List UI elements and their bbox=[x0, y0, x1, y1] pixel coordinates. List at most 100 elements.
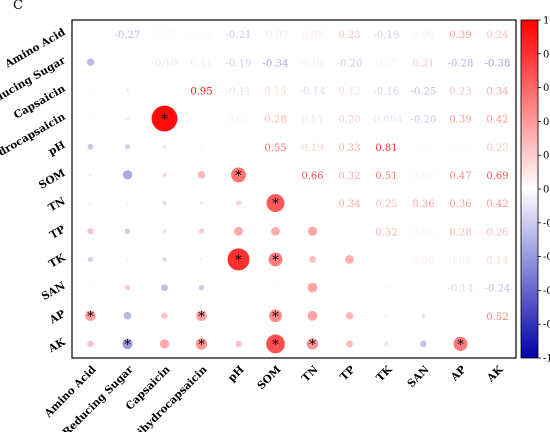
corr-circle bbox=[89, 117, 92, 120]
corr-circle bbox=[89, 286, 92, 289]
corr-value-label: 0.39 bbox=[449, 30, 471, 41]
x-axis-label: TN bbox=[300, 363, 321, 384]
corr-value-label: 0.14 bbox=[486, 255, 508, 266]
corr-value-label: -0.19 bbox=[374, 30, 400, 41]
corr-circle bbox=[237, 286, 240, 289]
x-axis-label: AK bbox=[484, 363, 506, 385]
corr-value-label: 0.24 bbox=[486, 30, 508, 41]
corr-value-label: 0.28 bbox=[449, 227, 471, 238]
corr-circle bbox=[87, 228, 94, 235]
significance-star: * bbox=[272, 338, 279, 353]
corr-value-label: 0.12 bbox=[338, 86, 360, 97]
corr-value-label: 0.06 bbox=[227, 115, 249, 126]
corr-value-label: 0.25 bbox=[375, 199, 397, 210]
corr-value-label: 0.36 bbox=[449, 199, 471, 210]
y-axis-label: AP bbox=[47, 308, 68, 327]
corr-circle bbox=[453, 336, 468, 351]
x-axis-label: TP bbox=[338, 364, 358, 384]
corr-circle bbox=[162, 201, 167, 205]
corr-value-label: -0.28 bbox=[448, 58, 474, 69]
corr-value-label: -0.34 bbox=[263, 58, 289, 69]
corr-value-label: -0.19 bbox=[226, 58, 252, 69]
corr-value-label: 0.81 bbox=[375, 143, 397, 154]
significance-star: * bbox=[198, 310, 205, 325]
colorbar-tick-label: -1 bbox=[543, 354, 550, 365]
corr-circle bbox=[126, 117, 129, 121]
colorbar-tick-label: 0 bbox=[543, 185, 549, 196]
corr-value-label: -0.20 bbox=[411, 115, 437, 126]
corr-circle bbox=[197, 171, 206, 179]
corr-value-label: -0.01 bbox=[411, 143, 437, 154]
corr-circle bbox=[384, 342, 389, 346]
corr-value-label: 0.39 bbox=[449, 115, 471, 126]
corr-circle bbox=[124, 284, 131, 291]
corr-circle bbox=[196, 310, 207, 322]
corr-value-label: 0.07 bbox=[375, 58, 397, 69]
corr-circle bbox=[126, 89, 129, 92]
corr-circle bbox=[237, 314, 240, 317]
y-axis-label: SAN bbox=[40, 280, 68, 303]
corr-circle bbox=[89, 173, 92, 177]
corr-value-label: 0.19 bbox=[301, 143, 323, 154]
corr-circle bbox=[162, 172, 167, 177]
corr-circle bbox=[345, 340, 354, 348]
corr-circle bbox=[126, 201, 129, 205]
x-axis-label: AP bbox=[448, 364, 469, 385]
significance-star: * bbox=[161, 113, 168, 128]
corr-value-label: 0.55 bbox=[264, 143, 286, 154]
corr-circle bbox=[235, 340, 242, 348]
significance-star: * bbox=[457, 338, 464, 353]
corr-circle bbox=[123, 311, 132, 320]
colorbar-tick-label: -0.6 bbox=[543, 286, 550, 297]
y-axis-label: AK bbox=[46, 336, 69, 356]
corr-circle bbox=[231, 167, 246, 183]
corr-value-label: 0.52 bbox=[486, 312, 508, 323]
corr-value-label: 0.42 bbox=[486, 115, 508, 126]
corr-circle bbox=[161, 312, 168, 319]
corr-value-label: 0.36 bbox=[412, 199, 434, 210]
corr-circle bbox=[274, 286, 277, 289]
y-axis-label: TK bbox=[47, 251, 68, 270]
corr-value-label: 0.32 bbox=[338, 171, 360, 182]
corr-value-label: 0.23 bbox=[338, 30, 360, 41]
corr-circle bbox=[126, 258, 129, 261]
corr-value-label: 0.02 bbox=[449, 143, 471, 154]
corr-value-label: 0.32 bbox=[375, 227, 397, 238]
significance-star: * bbox=[124, 338, 131, 353]
corr-value-label: 0.21 bbox=[412, 58, 434, 69]
corr-value-label: 0.23 bbox=[486, 143, 508, 154]
corr-circle bbox=[200, 201, 203, 205]
corr-value-label: 0.23 bbox=[449, 86, 471, 97]
colorbar-tick-label: -0.4 bbox=[543, 252, 550, 263]
corr-circle bbox=[235, 200, 242, 206]
corr-value-label: 0.51 bbox=[375, 171, 397, 182]
corr-value-label: 0.20 bbox=[338, 115, 360, 126]
significance-star: * bbox=[235, 253, 242, 268]
corr-value-label: -0.14 bbox=[300, 86, 326, 97]
corr-circle bbox=[89, 201, 92, 205]
colorbar bbox=[520, 19, 539, 359]
corr-value-label: -0.14 bbox=[448, 284, 474, 295]
corr-circle bbox=[385, 286, 388, 289]
corr-circle bbox=[200, 258, 203, 261]
corr-value-label: 0.15 bbox=[264, 86, 286, 97]
y-axis-label: TP bbox=[48, 223, 68, 241]
x-axis-label: SAN bbox=[405, 363, 432, 390]
corr-circle bbox=[122, 170, 133, 180]
corr-value-label: 0.69 bbox=[486, 171, 508, 182]
corr-circle bbox=[385, 314, 388, 317]
corr-circle bbox=[122, 338, 133, 350]
corr-circle bbox=[348, 286, 351, 289]
corr-circle bbox=[271, 226, 280, 236]
corr-value-label: -0.20 bbox=[337, 58, 363, 69]
corr-circle bbox=[227, 248, 250, 271]
corr-circle bbox=[200, 145, 203, 148]
corr-circle bbox=[85, 310, 96, 322]
corr-circle bbox=[266, 334, 285, 354]
corr-value-label: -0.21 bbox=[226, 30, 252, 41]
x-axis-label: pH bbox=[226, 364, 247, 385]
corr-circle bbox=[309, 256, 316, 263]
corr-circle bbox=[87, 143, 94, 150]
corr-value-label: 0.08 bbox=[412, 255, 434, 266]
